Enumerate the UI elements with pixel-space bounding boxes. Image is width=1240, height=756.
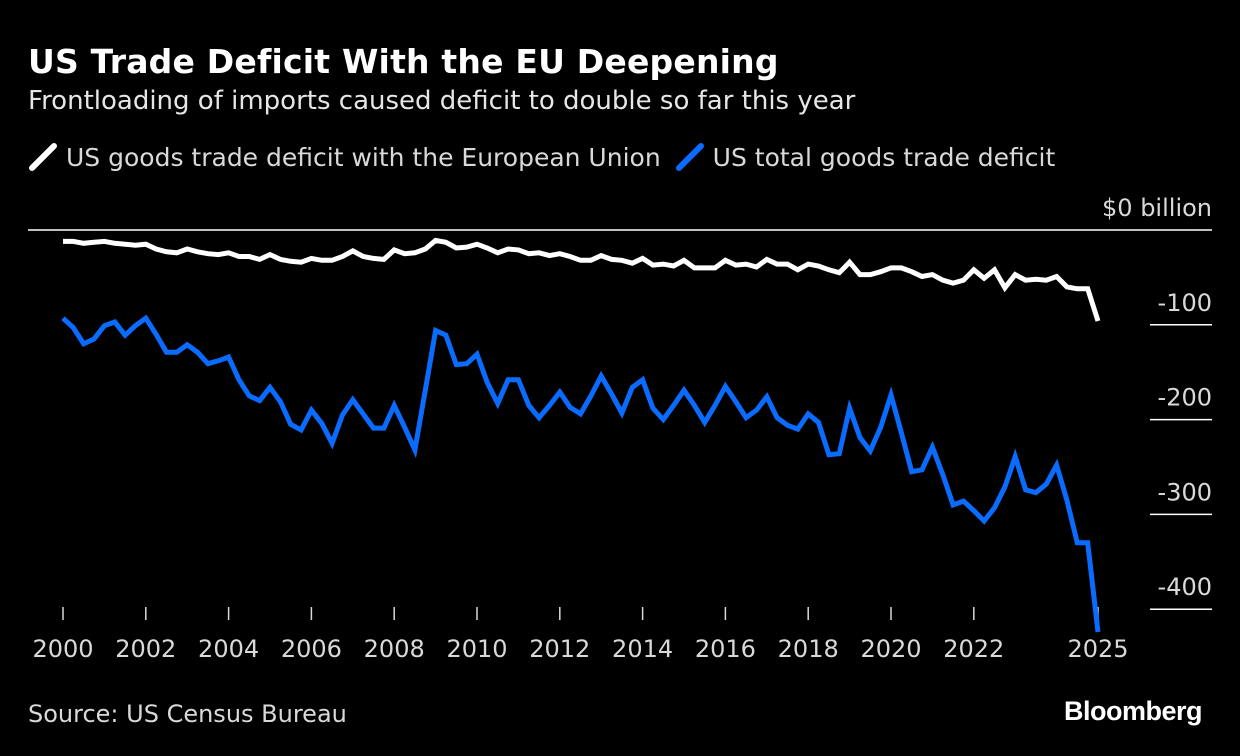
x-tick-label: 2022 xyxy=(943,635,1004,663)
source-note: Source: US Census Bureau xyxy=(28,700,347,728)
y-tick-label: $0 billion xyxy=(1102,194,1212,222)
x-tick-label: 2014 xyxy=(612,635,673,663)
legend-label-total: US total goods trade deficit xyxy=(712,142,1056,172)
x-tick-label: 2006 xyxy=(281,635,342,663)
x-tick-label: 2020 xyxy=(860,635,921,663)
x-tick-label: 2002 xyxy=(115,635,176,663)
legend-label-eu: US goods trade deficit with the European… xyxy=(66,142,661,172)
x-tick-label: 2000 xyxy=(32,635,93,663)
chart-subtitle: Frontloading of imports caused deficit t… xyxy=(28,86,856,116)
x-tick-label: 2012 xyxy=(529,635,590,663)
series-line-eu xyxy=(63,237,1101,322)
x-tick-label: 2008 xyxy=(364,635,425,663)
bloomberg-logo: Bloomberg xyxy=(1063,696,1203,726)
x-tick-label: 2018 xyxy=(778,635,839,663)
y-tick-label: -400 xyxy=(1158,573,1212,601)
y-tick-label: -100 xyxy=(1158,289,1212,317)
chart-title: US Trade Deficit With the EU Deepening xyxy=(28,42,779,81)
y-tick-label: -300 xyxy=(1158,478,1212,506)
x-tick-label: 2016 xyxy=(695,635,756,663)
legend-item-total: US total goods trade deficit xyxy=(675,142,1056,172)
x-tick-label: 2004 xyxy=(198,635,259,663)
legend-swatch-total xyxy=(675,143,704,171)
x-tick-label: 2010 xyxy=(446,635,507,663)
legend: US goods trade deficit with the European… xyxy=(28,142,1069,172)
y-tick-label: -200 xyxy=(1158,384,1212,412)
x-tick-label: 2025 xyxy=(1067,635,1128,663)
series-line-total xyxy=(61,314,1101,633)
legend-swatch-eu xyxy=(29,143,57,171)
legend-item-eu: US goods trade deficit with the European… xyxy=(28,142,661,172)
